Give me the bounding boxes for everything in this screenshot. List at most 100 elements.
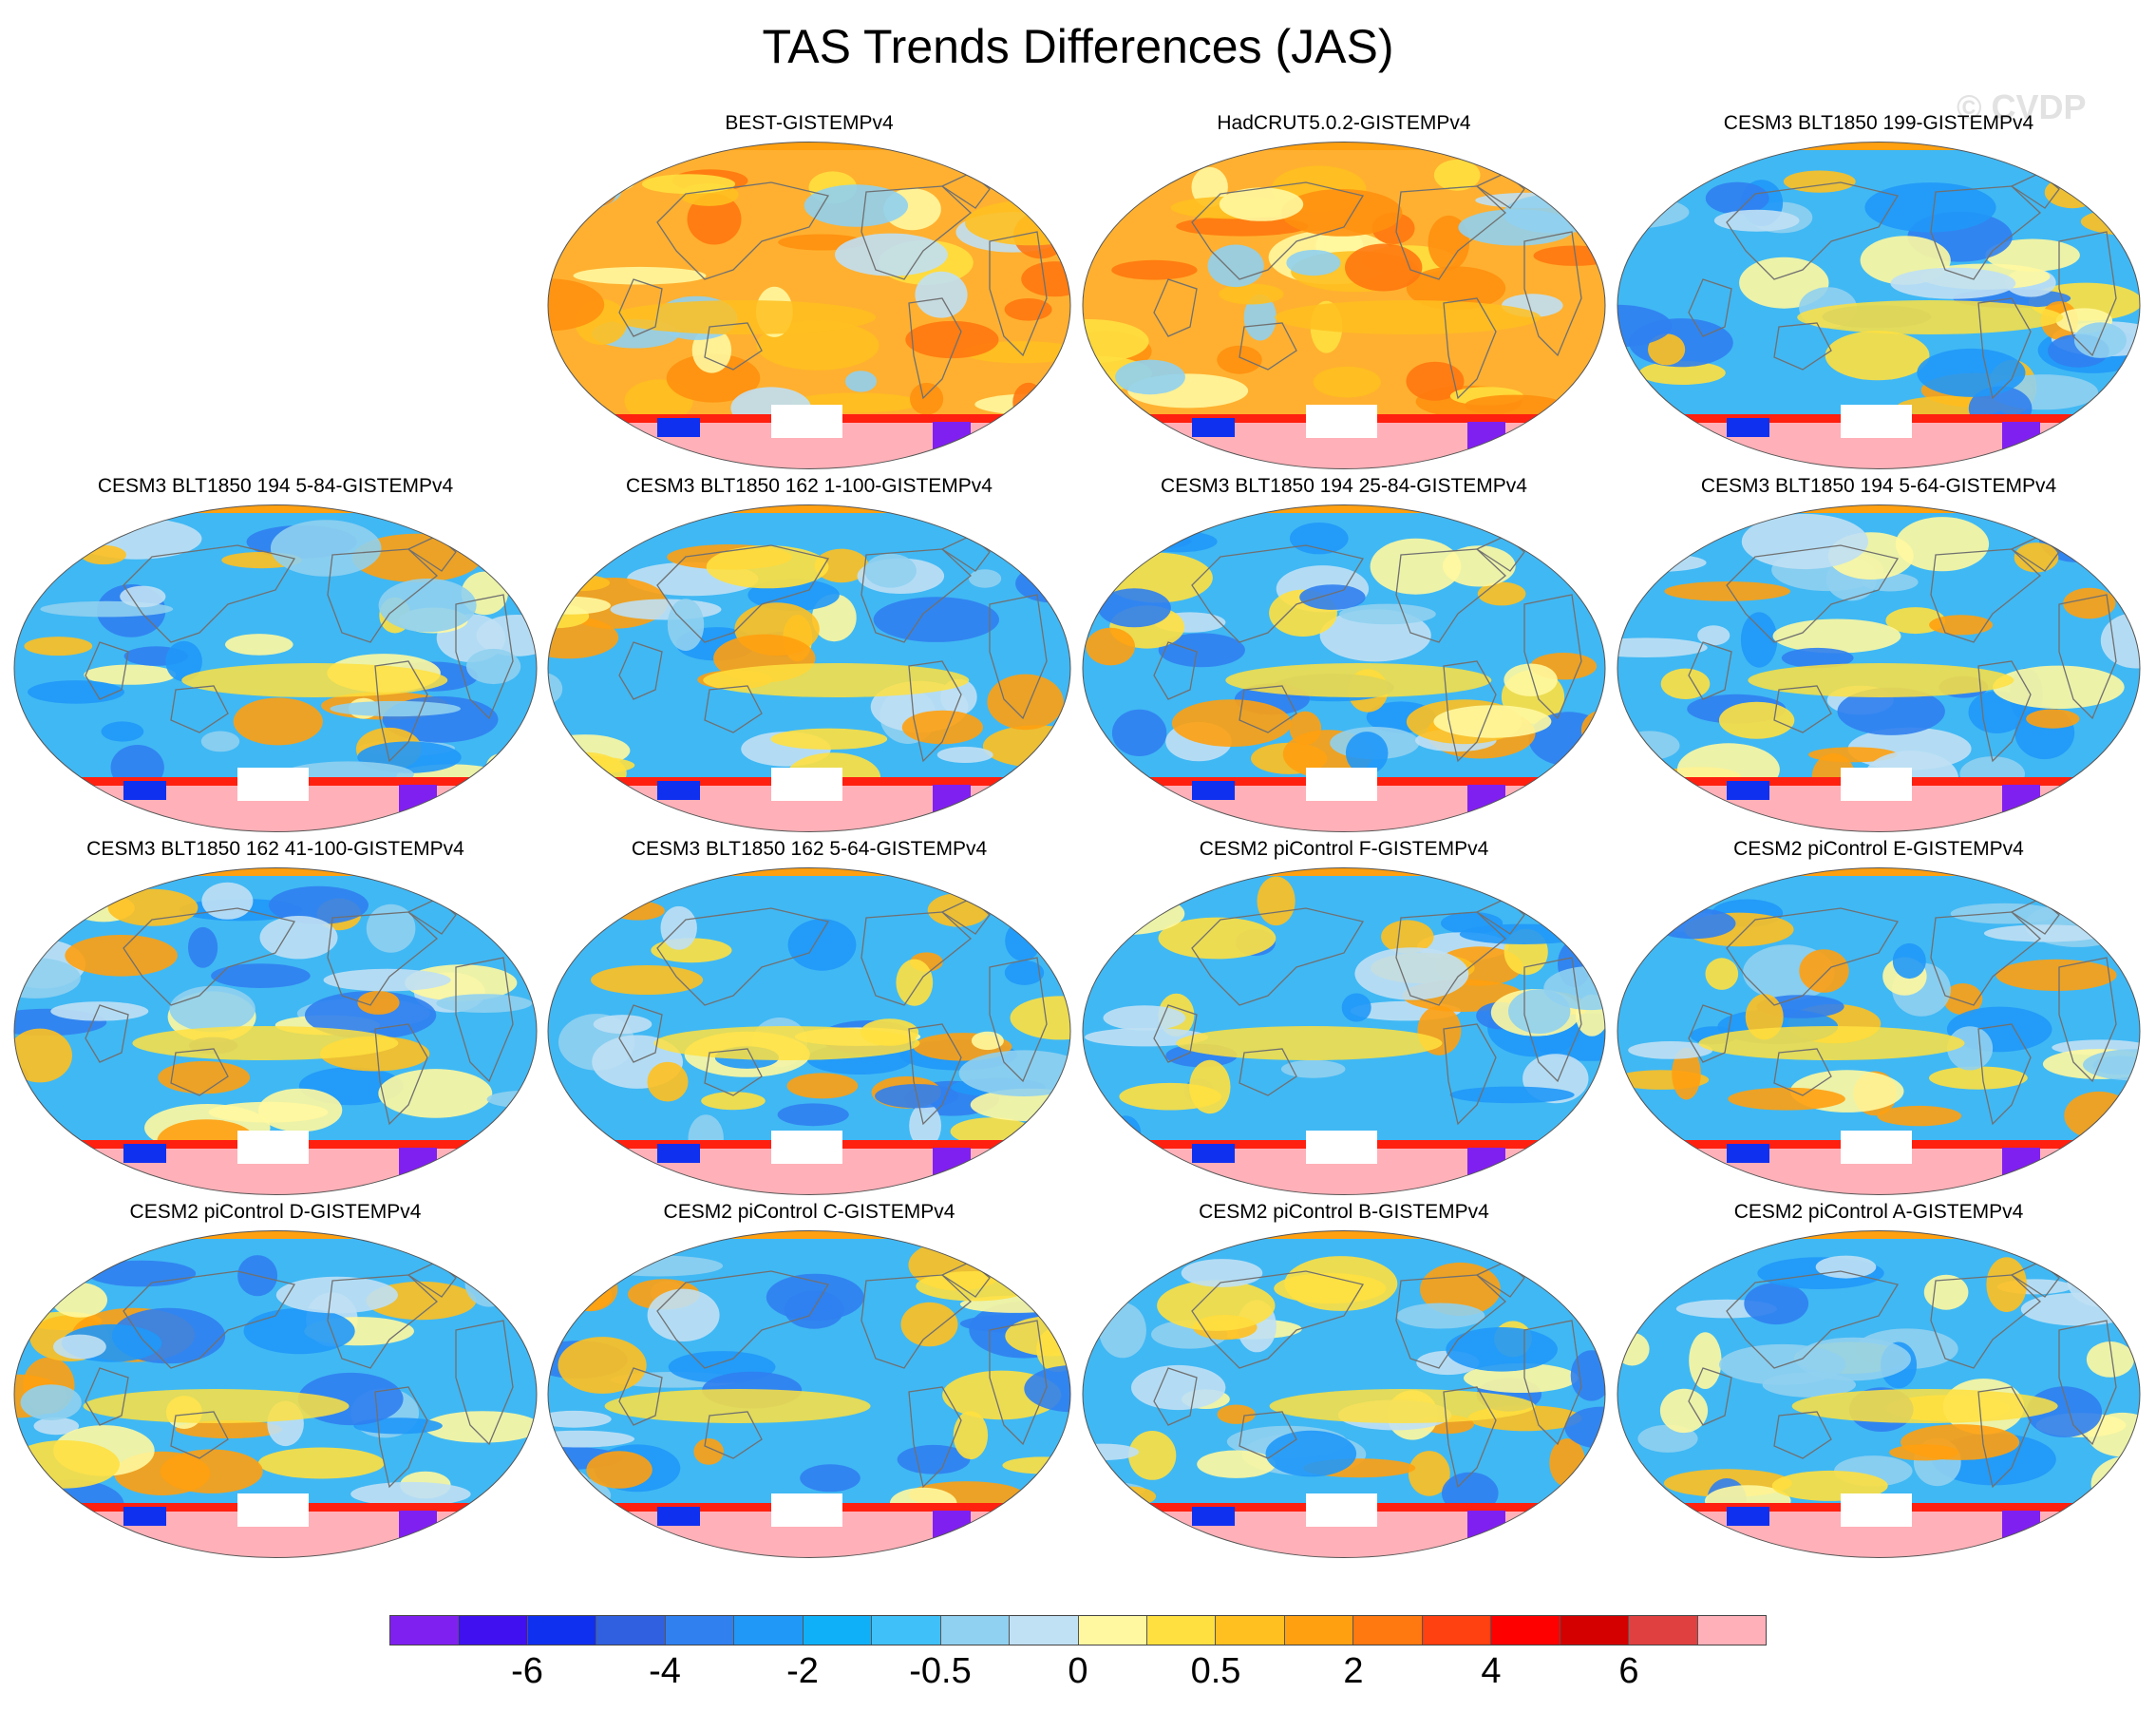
coastline [1443, 1023, 1497, 1126]
anomaly-patch [1771, 1470, 1888, 1501]
colorbar-swatch [1629, 1616, 1698, 1645]
anomaly-patch [1543, 966, 1605, 1011]
anomaly-patch [548, 673, 563, 706]
coastline [940, 535, 991, 572]
antarctic-purple-patch [2002, 422, 2040, 450]
colorbar-tick-label: -4 [649, 1651, 681, 1691]
coastline [170, 1048, 229, 1096]
coastline [1475, 172, 1525, 209]
coastline [2058, 231, 2117, 357]
anomaly-patch [1176, 216, 1309, 237]
anomaly-patch [549, 574, 610, 592]
antarctic-purple-patch [399, 1511, 437, 1539]
anomaly-patch [667, 599, 705, 651]
coastline [2010, 172, 2060, 209]
anomaly-patch [357, 990, 400, 1015]
coastline [170, 1411, 229, 1459]
anomaly-patch [905, 320, 999, 359]
anomaly-patch [910, 382, 944, 415]
coastline [1773, 322, 1832, 371]
anomaly-patch [1890, 267, 2016, 299]
anomaly-patch [953, 1411, 989, 1459]
anomaly-patch [1446, 1327, 1558, 1372]
coastline [123, 544, 296, 643]
cvdp-watermark: © CVDP [1957, 87, 2087, 126]
anomaly-patch [864, 553, 917, 588]
coastline [407, 1261, 457, 1298]
colorbar-swatch [596, 1616, 666, 1645]
anomaly-patch [1689, 1332, 1722, 1389]
anomaly-patch [269, 885, 369, 924]
anomaly-patch [1917, 348, 2026, 397]
coastline [1773, 1411, 1832, 1459]
anomaly-patch [1728, 1087, 1845, 1111]
robinson-map [1617, 1230, 2141, 1558]
anomaly-patch [1396, 1303, 1485, 1329]
tropical-anomaly-band [1269, 1389, 1536, 1423]
colorbar-swatch [1560, 1616, 1630, 1645]
robinson-map [1082, 867, 1606, 1195]
anomaly-patch [1808, 747, 1898, 763]
panel-title: CESM2 piControl E-GISTEMPv4 [1733, 838, 2024, 860]
anomaly-patch [304, 991, 437, 1039]
arctic-band [1083, 1230, 1605, 1239]
anomaly-patch [1433, 705, 1552, 738]
anomaly-patch [1943, 983, 1983, 1016]
anomaly-patch [1284, 1256, 1398, 1311]
panel-title: CESM2 piControl A-GISTEMPv4 [1733, 1201, 2024, 1223]
coastline [908, 297, 962, 400]
anomaly-patch [1889, 1444, 1959, 1461]
coastline [1191, 907, 1365, 1006]
anomaly-patch [224, 634, 293, 656]
anomaly-patch [513, 1250, 537, 1278]
anomaly-patch [1442, 545, 1516, 587]
colorbar-swatch [803, 1616, 873, 1645]
anomaly-patch [1243, 294, 1277, 341]
map-panel: CESM2 piControl D-GISTEMPv4 [9, 1201, 541, 1562]
anomaly-patch [1617, 1332, 1650, 1366]
anomaly-patch [1628, 1041, 1713, 1059]
coastline [1443, 660, 1497, 763]
tropical-anomaly-band [653, 1026, 920, 1060]
coastline [1726, 907, 1900, 1006]
anomaly-patch [175, 1420, 282, 1438]
coastline [1930, 185, 2041, 280]
anomaly-patch [915, 271, 968, 318]
coastline [85, 641, 129, 700]
anomaly-patch [1705, 958, 1739, 990]
coastline [1726, 181, 1900, 280]
coastline [1475, 535, 1525, 572]
anomaly-patch [548, 751, 627, 795]
coastline [1523, 1320, 1582, 1446]
coastline [656, 907, 830, 1006]
anomaly-patch [50, 1001, 149, 1021]
tropical-anomaly-band [604, 1389, 871, 1423]
coastline [1153, 1367, 1198, 1426]
map-panel: CESM3 BLT1850 162 1-100-GISTEMPv4 [543, 475, 1075, 836]
anomaly-patch [1217, 1404, 1256, 1424]
anomaly-patch [233, 697, 323, 746]
anomaly-patch [1286, 250, 1341, 276]
panel-title: CESM3 BLT1850 194 5-84-GISTEMPv4 [97, 475, 454, 497]
anomaly-patch [1099, 1303, 1146, 1359]
anomaly-patch [1783, 170, 1856, 193]
anomaly-patch [1638, 361, 1726, 385]
anomaly-patch [1651, 907, 1736, 940]
tropical-anomaly-band [1698, 1026, 1965, 1060]
arctic-band [548, 504, 1070, 513]
anomaly-patch [2026, 709, 2080, 729]
anomaly-patch [330, 700, 462, 717]
colorbar-tick-label: 2 [1343, 1651, 1364, 1691]
colorbar-swatch [1491, 1616, 1560, 1645]
coastline [1523, 231, 1582, 357]
anomaly-patch [693, 1438, 724, 1465]
anomaly-patch [1892, 942, 1926, 980]
anomaly-patch [488, 1255, 537, 1311]
coastline [1443, 297, 1497, 400]
tropical-anomaly-band [181, 663, 448, 697]
coastline [908, 660, 962, 763]
robinson-map [1617, 867, 2141, 1195]
missing-data-region [1841, 768, 1912, 801]
antarctic-purple-patch [933, 422, 971, 450]
missing-data-region [771, 1493, 842, 1527]
